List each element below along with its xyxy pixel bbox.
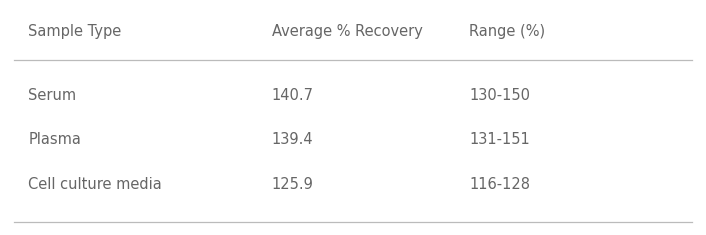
Text: Serum: Serum — [28, 88, 76, 103]
Text: 130-150: 130-150 — [469, 88, 530, 103]
Text: Sample Type: Sample Type — [28, 24, 121, 39]
Text: 116-128: 116-128 — [469, 177, 530, 192]
Text: 131-151: 131-151 — [469, 132, 530, 147]
Text: Range (%): Range (%) — [469, 24, 546, 39]
Text: 140.7: 140.7 — [272, 88, 313, 103]
Text: 125.9: 125.9 — [272, 177, 313, 192]
Text: Plasma: Plasma — [28, 132, 81, 147]
Text: Cell culture media: Cell culture media — [28, 177, 162, 192]
Text: 139.4: 139.4 — [272, 132, 313, 147]
Text: Average % Recovery: Average % Recovery — [272, 24, 423, 39]
